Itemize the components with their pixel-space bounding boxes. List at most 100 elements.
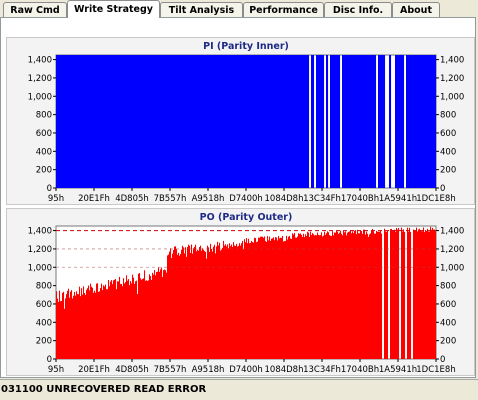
tab-performance[interactable]: Performance: [243, 2, 324, 17]
data-bar: [375, 55, 377, 188]
data-bar: [239, 55, 241, 188]
data-bar: [324, 231, 326, 359]
data-bar: [265, 55, 267, 188]
data-bar: [398, 55, 400, 188]
data-bar: [229, 55, 231, 188]
data-bar: [239, 243, 241, 359]
data-bar: [92, 55, 94, 188]
data-bar: [234, 55, 236, 188]
data-bar: [209, 55, 211, 188]
data-bar: [177, 254, 179, 359]
data-bar: [384, 228, 386, 359]
data-bar: [171, 55, 173, 188]
data-bar: [272, 55, 274, 188]
data-bar: [379, 231, 381, 359]
data-bar: [417, 55, 419, 188]
data-bar: [175, 246, 177, 359]
x-tick-label: D7400h: [229, 194, 263, 204]
data-bar: [433, 55, 435, 188]
y-tick-label-right: 400: [440, 318, 456, 328]
data-bar: [220, 250, 222, 359]
pi-chart-panel: PI (Parity Inner) 0 0 200 200 400 400 600 600 800…: [6, 37, 475, 205]
data-bar: [118, 281, 120, 359]
data-bar: [383, 55, 385, 188]
data-bar: [159, 55, 161, 188]
data-bar: [396, 55, 398, 188]
data-bar: [295, 237, 297, 359]
data-bar: [370, 233, 372, 359]
data-bar: [157, 55, 159, 188]
data-bar: [339, 55, 341, 188]
data-bar: [432, 227, 434, 359]
data-bar: [174, 55, 176, 188]
data-bar: [302, 55, 304, 188]
data-bar: [242, 55, 244, 188]
data-bar: [306, 55, 308, 188]
data-bar: [84, 292, 86, 359]
data-bar: [88, 285, 90, 359]
data-bar: [317, 55, 319, 188]
x-tick-label: 20E1Fh: [78, 365, 110, 375]
data-bar: [112, 55, 114, 188]
data-bar: [363, 55, 365, 188]
data-bar: [282, 55, 284, 188]
data-bar: [404, 232, 406, 359]
data-bar: [96, 55, 98, 188]
tab-disc-info[interactable]: Disc Info.: [324, 2, 392, 17]
data-bar: [132, 274, 134, 359]
data-bar: [91, 286, 93, 359]
data-bar: [161, 55, 163, 188]
data-bar: [429, 231, 431, 359]
data-bar: [135, 55, 137, 188]
tab-panel: PI (Parity Inner) 0 0 200 200 400 400 600 600 800…: [0, 17, 476, 378]
data-bar: [154, 55, 156, 188]
data-bar: [139, 55, 141, 188]
data-bar: [97, 55, 99, 188]
data-bar: [257, 55, 259, 188]
data-bar: [341, 233, 343, 359]
data-bar: [179, 55, 181, 188]
data-bar: [68, 288, 70, 359]
data-bar: [331, 235, 333, 359]
data-bar: [365, 55, 367, 188]
data-bar: [57, 298, 59, 359]
data-bar: [86, 55, 88, 188]
data-bar: [129, 285, 131, 359]
data-bar: [308, 55, 310, 188]
data-bar: [187, 55, 189, 188]
data-bar: [72, 298, 74, 359]
data-bar: [163, 270, 165, 359]
data-bar: [157, 271, 159, 359]
data-bar: [289, 55, 291, 188]
data-bar: [271, 55, 273, 188]
data-bar: [82, 55, 84, 188]
x-tick-label: 7B557h: [154, 194, 187, 204]
tab-about[interactable]: About: [392, 2, 440, 17]
data-bar: [351, 233, 353, 359]
data-bar: [364, 55, 366, 188]
data-bar: [178, 252, 180, 359]
data-bar: [169, 251, 171, 359]
data-bar: [264, 236, 266, 359]
data-bar: [88, 55, 90, 188]
data-bar: [61, 300, 63, 359]
data-bar: [260, 55, 262, 188]
data-bar: [145, 55, 147, 188]
tab-raw-cmd[interactable]: Raw Cmd: [3, 2, 67, 17]
data-bar: [60, 55, 62, 188]
data-bar: [309, 236, 311, 359]
data-bar: [403, 229, 405, 359]
data-bar: [225, 244, 227, 359]
data-bar: [109, 286, 111, 359]
data-bar: [336, 55, 338, 188]
tab-bar: Raw Cmd Write Strategy Tilt Analysis Per…: [0, 0, 478, 18]
tab-write-strategy[interactable]: Write Strategy: [67, 0, 160, 18]
data-bar: [92, 287, 94, 359]
data-bar: [300, 55, 302, 188]
data-bar: [356, 234, 358, 359]
data-bar: [348, 231, 350, 359]
data-bar: [365, 234, 367, 359]
data-bar: [146, 55, 148, 188]
data-bar: [147, 55, 149, 188]
tab-tilt-analysis[interactable]: Tilt Analysis: [160, 2, 243, 17]
